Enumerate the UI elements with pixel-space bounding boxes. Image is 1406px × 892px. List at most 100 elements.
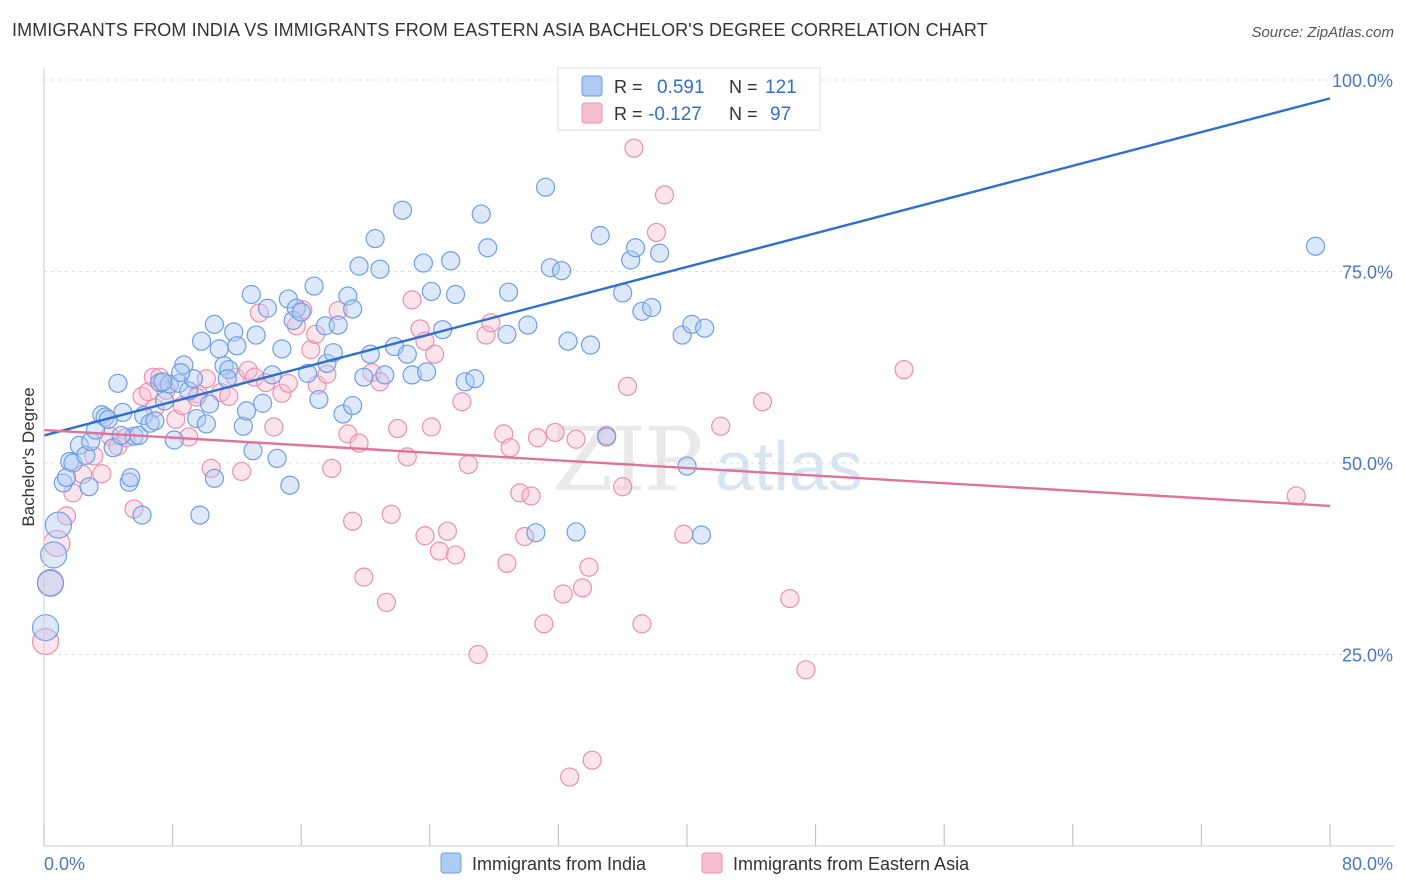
x-tick-label-max: 80.0% — [1342, 854, 1393, 874]
scatter-point-india — [298, 363, 318, 383]
scatter-point-india — [191, 331, 212, 351]
scatter-point-asia — [646, 222, 667, 243]
scatter-point-india — [153, 372, 173, 392]
x-tick-label-min: 0.0% — [44, 854, 85, 874]
scatter-point-asia — [752, 392, 773, 412]
chart-title: IMMIGRANTS FROM INDIA VS IMMIGRANTS FROM… — [12, 20, 988, 40]
scatter-point-india — [625, 238, 646, 258]
scatter-point-asia — [468, 644, 488, 665]
scatter-point-asia — [415, 526, 435, 546]
scatter-point-asia — [515, 526, 535, 547]
scatter-point-india — [540, 258, 560, 278]
scatter-point-asia — [674, 524, 694, 544]
legend-n-label-asia: N = — [729, 104, 758, 124]
scatter-point-india — [108, 373, 128, 393]
scatter-point-asia — [437, 521, 458, 541]
scatter-point-asia — [624, 138, 644, 158]
series-legend-swatch-asia — [701, 852, 723, 874]
scatter-point-india — [392, 200, 413, 220]
scatter-point-india — [535, 177, 556, 197]
scatter-point-asia — [328, 300, 348, 321]
scatter-point-asia — [92, 464, 112, 484]
scatter-point-asia — [500, 438, 520, 458]
scatter-point-india — [497, 324, 517, 344]
scatter-point-india — [566, 522, 586, 542]
scatter-point-india — [246, 325, 266, 345]
scatter-point-asia — [553, 584, 573, 604]
scatter-point-asia — [425, 344, 445, 364]
scatter-point-asia — [560, 767, 580, 787]
scatter-point-asia — [1286, 486, 1306, 506]
scatter-point-asia — [317, 364, 337, 384]
scatter-point-asia — [711, 416, 731, 436]
scatter-point-asia — [534, 614, 554, 634]
legend-n-value-asia: 97 — [770, 104, 791, 125]
scatter-point-india — [354, 367, 374, 387]
scatter-point-asia — [780, 588, 800, 609]
scatter-point-india — [36, 569, 65, 597]
scatter-point-india — [642, 297, 662, 318]
watermark: ZIP atlas — [552, 408, 863, 511]
scatter-point-asia — [654, 185, 675, 205]
scatter-point-india — [1305, 236, 1326, 256]
series-india-points — [32, 177, 1326, 642]
scatter-point-india — [79, 477, 99, 497]
scatter-point-asia — [278, 373, 298, 393]
grid-lines: 25.0% 50.0% 75.0% 100.0% — [44, 71, 1394, 666]
legend-r-value-india: 0.591 — [657, 77, 705, 98]
scatter-point-india — [253, 393, 273, 413]
scatter-point-asia — [476, 325, 496, 345]
scatter-point-india — [349, 256, 369, 276]
legend-r-value-asia: -0.127 — [648, 104, 702, 125]
scatter-point-india — [682, 314, 702, 334]
scatter-point-india — [397, 344, 417, 364]
legend-swatch-asia — [581, 102, 603, 124]
y-tick-label: 25.0% — [1342, 646, 1393, 666]
stats-legend: R = 0.591 N = 121 R = -0.127 N = 97 — [557, 67, 821, 131]
scatter-point-asia — [613, 477, 633, 497]
scatter-point-india — [44, 511, 73, 539]
scatter-point-india — [498, 282, 519, 302]
scatter-point-india — [309, 389, 329, 410]
scatter-point-india — [402, 365, 422, 385]
scatter-point-asia — [452, 392, 472, 412]
scatter-point-asia — [84, 446, 104, 466]
scatter-point-india — [171, 363, 191, 383]
legend-r-label-india: R = — [614, 77, 643, 97]
scatter-point-india — [164, 430, 184, 450]
scatter-point-india — [190, 505, 210, 525]
scatter-point-india — [580, 335, 601, 355]
scatter-point-india — [632, 301, 652, 321]
legend-r-label-asia: R = — [614, 104, 643, 124]
scatter-point-india — [441, 251, 461, 271]
scatter-point-asia — [402, 290, 422, 310]
scatter-point-india — [465, 369, 485, 389]
scatter-point-india — [233, 416, 253, 436]
scatter-point-india — [526, 523, 546, 543]
scatter-point-india — [413, 253, 433, 273]
series-legend-label-asia: Immigrants from Eastern Asia — [733, 854, 970, 874]
scatter-point-india — [375, 365, 395, 385]
scatter-point-asia — [322, 458, 342, 478]
scatter-point-asia — [354, 567, 374, 587]
scatter-point-asia — [219, 386, 239, 406]
scatter-point-asia — [343, 511, 363, 531]
scatter-point-india — [552, 261, 572, 281]
series-legend-label-india: Immigrants from India — [472, 854, 647, 874]
scatter-point-india — [558, 331, 578, 351]
scatter-point-india — [597, 427, 617, 447]
legend-n-label-india: N = — [729, 77, 758, 97]
axes — [43, 68, 1394, 847]
scatter-point-india — [590, 225, 610, 246]
scatter-point-india — [416, 362, 437, 382]
scatter-point-india — [204, 314, 224, 334]
scatter-point-india — [227, 336, 247, 356]
scatter-point-asia — [272, 383, 292, 403]
scatter-point-india — [209, 339, 229, 359]
scatter-point-india — [677, 456, 697, 476]
scatter-point-asia — [566, 429, 586, 449]
scatter-point-india — [199, 394, 220, 414]
scatter-point-india — [132, 505, 152, 525]
trendline-asia — [43, 428, 1331, 508]
scatter-point-asia — [545, 422, 565, 442]
